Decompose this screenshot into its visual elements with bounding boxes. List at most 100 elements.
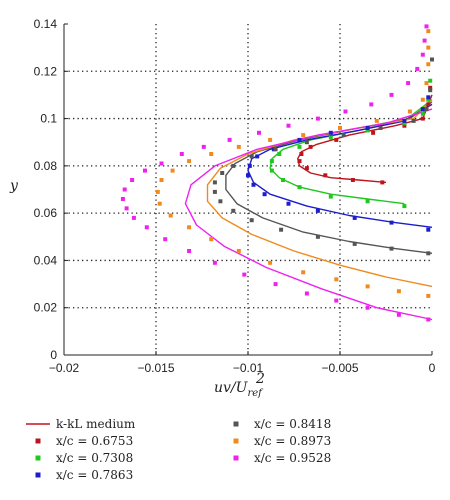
y-tick-labels: 0 0.02 0.04 0.06 0.08 0.1 0.12 0.14 (34, 17, 58, 362)
data-point (231, 163, 236, 168)
data-point (420, 52, 425, 57)
legend-marker-swatch (233, 421, 239, 427)
data-point (277, 152, 282, 156)
data-point (168, 213, 173, 218)
data-point (120, 197, 125, 201)
y-tick-label: 0.1 (40, 112, 57, 126)
plot-curves (184, 94, 433, 321)
data-point (365, 199, 370, 204)
data-point (286, 123, 291, 128)
data-point (308, 144, 313, 149)
y-tick-label: 0 (50, 348, 57, 362)
data-point (328, 130, 333, 135)
x-axis-title-main: uv/U (214, 380, 249, 396)
series-line (269, 99, 433, 205)
data-point (155, 189, 160, 194)
data-point (343, 109, 348, 114)
legend-marker-swatch (233, 438, 239, 444)
data-point (247, 163, 252, 168)
data-point (396, 312, 401, 317)
legend-label: x/c = 0.7863 (56, 468, 133, 482)
legend-marker-swatch (35, 455, 41, 461)
data-point (209, 152, 214, 156)
data-point (352, 215, 357, 220)
data-point (350, 178, 355, 182)
data-point (159, 178, 164, 182)
data-point (426, 102, 431, 107)
data-point (124, 206, 129, 211)
grid (64, 24, 432, 355)
x-tick-label: −0.01 (233, 361, 264, 375)
data-point (396, 289, 401, 294)
data-point (315, 234, 320, 239)
data-point (299, 152, 304, 156)
x-tick-label: −0.005 (321, 361, 358, 375)
data-point (187, 249, 192, 253)
data-point (246, 173, 250, 178)
data-point (334, 137, 339, 142)
data-point (424, 81, 429, 86)
data-point (426, 29, 431, 34)
data-point (179, 152, 184, 156)
data-point (323, 173, 328, 178)
y-tick-label: 0.12 (34, 64, 58, 78)
data-point (415, 66, 420, 71)
data-point (281, 178, 285, 182)
data-point (304, 291, 309, 296)
legend-label: k-kL medium (56, 417, 136, 431)
data-point (157, 201, 162, 206)
legend-label: x/c = 0.8973 (254, 434, 331, 448)
data-point (297, 185, 302, 190)
y-tick-label: 0.04 (34, 253, 58, 267)
data-point (424, 24, 429, 29)
series-line (247, 103, 433, 228)
data-point (328, 135, 333, 140)
x-tick-labels: −0.02 −0.015 −0.01 −0.005 0 (49, 361, 436, 375)
y-tick-label: 0.08 (34, 159, 58, 173)
x-axis-title: uv/Uref (214, 380, 264, 399)
legend-marker-swatch (233, 455, 239, 461)
y-axis-title: y (9, 178, 19, 194)
data-point (209, 237, 214, 242)
data-point (334, 298, 339, 303)
data-point (187, 225, 192, 230)
data-point (297, 137, 302, 142)
data-point (426, 317, 431, 322)
data-point (301, 133, 306, 138)
data-point (143, 168, 147, 173)
data-point (304, 140, 309, 145)
data-point (242, 272, 247, 277)
data-point (269, 159, 274, 164)
x-axis-title-sup: 2 (255, 371, 265, 387)
data-point (334, 277, 339, 282)
data-point (430, 57, 434, 62)
legend-label: x/c = 0.8418 (254, 417, 331, 431)
y-tick-label: 0.14 (34, 17, 58, 31)
data-point (420, 116, 425, 121)
data-point (269, 168, 274, 173)
data-point (236, 144, 241, 149)
data-point (365, 284, 370, 289)
series-line (184, 108, 433, 321)
y-tick-label: 0.06 (34, 206, 58, 220)
data-point (371, 130, 376, 135)
data-point (218, 199, 223, 204)
data-point (220, 171, 225, 175)
data-point (268, 137, 273, 142)
data-point (251, 182, 256, 187)
data-point (231, 208, 236, 213)
data-point (227, 137, 232, 142)
data-point (159, 161, 164, 166)
data-point (428, 85, 433, 90)
data-point (402, 118, 407, 123)
legend: k-kL medium x/c = 0.6753 x/c = 0.7308 x/c =… (26, 417, 331, 482)
series-line (206, 99, 433, 288)
data-point (249, 218, 254, 223)
data-point (369, 102, 374, 107)
data-point (389, 246, 394, 251)
data-point (286, 201, 291, 206)
data-point (426, 97, 431, 102)
data-point (212, 260, 217, 265)
data-point (428, 88, 433, 93)
